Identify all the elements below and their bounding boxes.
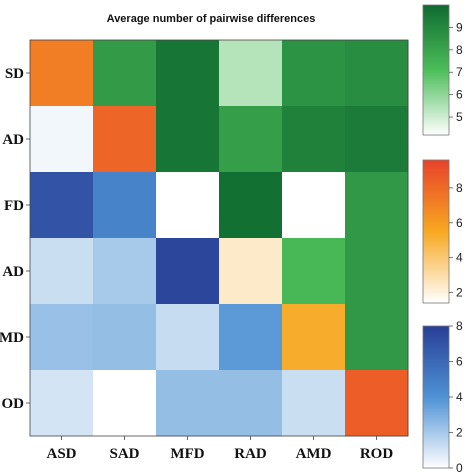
y-tick-label: FD: [4, 198, 24, 214]
colorbar-tick-label: 6: [456, 216, 463, 230]
x-tick-label: ROD: [360, 446, 394, 462]
colorbar-blue: 0 2 4 6 8: [422, 319, 463, 474]
heatmap-cell-r2-c0: [30, 172, 94, 239]
colorbar-tick-label: 6: [456, 355, 463, 369]
heatmap-cell-r4-c3: [219, 304, 283, 371]
plot-frame: [29, 39, 409, 437]
heatmap-cell-r4-c1: [93, 304, 157, 371]
x-tick-label: RAD: [234, 446, 267, 462]
heatmap-cell-r0-c2: [156, 40, 220, 107]
y-tick-label: SD: [5, 66, 24, 82]
colorbar-tick-label: 4: [456, 390, 463, 404]
x-tick-label: MFD: [170, 446, 204, 462]
colorbar-tick-label: 9: [456, 20, 463, 34]
heatmap-cell-r1-c5: [345, 106, 409, 173]
y-tick-label: OD: [2, 396, 25, 412]
heatmap-cell-r2-c4: [282, 172, 346, 239]
colorbar-gradient: [422, 325, 450, 469]
heatmap-cell-r1-c0: [30, 106, 94, 173]
heatmap-cell-r5-c2: [156, 370, 220, 437]
heatmap-cell-r1-c1: [93, 106, 157, 173]
colorbar-tick-label: 5: [456, 110, 463, 124]
y-tick-label: AD: [2, 132, 24, 148]
colorbar-gradient: [422, 4, 450, 136]
heatmap-cell-r4-c5: [345, 304, 409, 371]
heatmap-cell-r4-c2: [156, 304, 220, 371]
y-axis-ticks: SD AD FD AD MD OD: [0, 66, 30, 412]
heatmap-cell-r2-c5: [345, 172, 409, 239]
heatmap-cell-r1-c4: [282, 106, 346, 173]
colorbar-gradient: [422, 159, 450, 304]
heatmap-cell-r4-c0: [30, 304, 94, 371]
colorbar-tick-label: 7: [456, 65, 463, 79]
heatmap-cell-r3-c5: [345, 238, 409, 305]
colorbar-legends: 5 6 7 8 9 2 4 6 8 0 2 4 6 8: [422, 4, 463, 474]
heatmap-cell-r3-c1: [93, 238, 157, 305]
heatmap-cell-r5-c4: [282, 370, 346, 437]
heatmap-cell-r1-c3: [219, 106, 283, 173]
heatmap-cell-r0-c4: [282, 40, 346, 107]
heatmap-cell-r1-c2: [156, 106, 220, 173]
colorbar-tick-label: 8: [456, 43, 463, 57]
colorbar-tick-label: 8: [456, 319, 463, 333]
colorbar-tick-label: 2: [456, 286, 463, 300]
heatmap-cell-r3-c3: [219, 238, 283, 305]
x-tick-label: ASD: [46, 446, 76, 462]
heatmap-cell-r0-c3: [219, 40, 283, 107]
chart-title: Average number of pairwise differences: [107, 13, 316, 25]
heatmap-cell-r2-c2: [156, 172, 220, 239]
x-tick-label: SAD: [109, 446, 139, 462]
heatmap-cell-r0-c0: [30, 40, 94, 107]
heatmap-cell-r4-c4: [282, 304, 346, 371]
heatmap-cell-r5-c0: [30, 370, 94, 437]
heatmap-cell-r5-c1: [93, 370, 157, 437]
colorbar-tick-label: 8: [456, 181, 463, 195]
heatmap-cell-r0-c5: [345, 40, 409, 107]
colorbar-tick-label: 6: [456, 88, 463, 102]
y-tick-label: MD: [0, 330, 24, 346]
heatmap-cell-r2-c3: [219, 172, 283, 239]
colorbar-orange: 2 4 6 8: [422, 159, 463, 304]
y-tick-label: AD: [2, 264, 24, 280]
heatmap-cell-r3-c2: [156, 238, 220, 305]
heatmap-cell-r0-c1: [93, 40, 157, 107]
heatmap-cell-r3-c0: [30, 238, 94, 305]
colorbar-tick-label: 2: [456, 426, 463, 440]
x-axis-ticks: ASD SAD MFD RAD AMD ROD: [46, 436, 393, 462]
colorbar-green: 5 6 7 8 9: [422, 4, 463, 136]
heatmap-cells: [30, 40, 409, 437]
heatmap-cell-r5-c5: [345, 370, 409, 437]
heatmap-cell-r3-c4: [282, 238, 346, 305]
heatmap-cell-r2-c1: [93, 172, 157, 239]
colorbar-tick-label: 4: [456, 251, 463, 265]
x-tick-label: AMD: [296, 446, 332, 462]
heatmap-cell-r5-c3: [219, 370, 283, 437]
colorbar-tick-label: 0: [456, 461, 463, 474]
